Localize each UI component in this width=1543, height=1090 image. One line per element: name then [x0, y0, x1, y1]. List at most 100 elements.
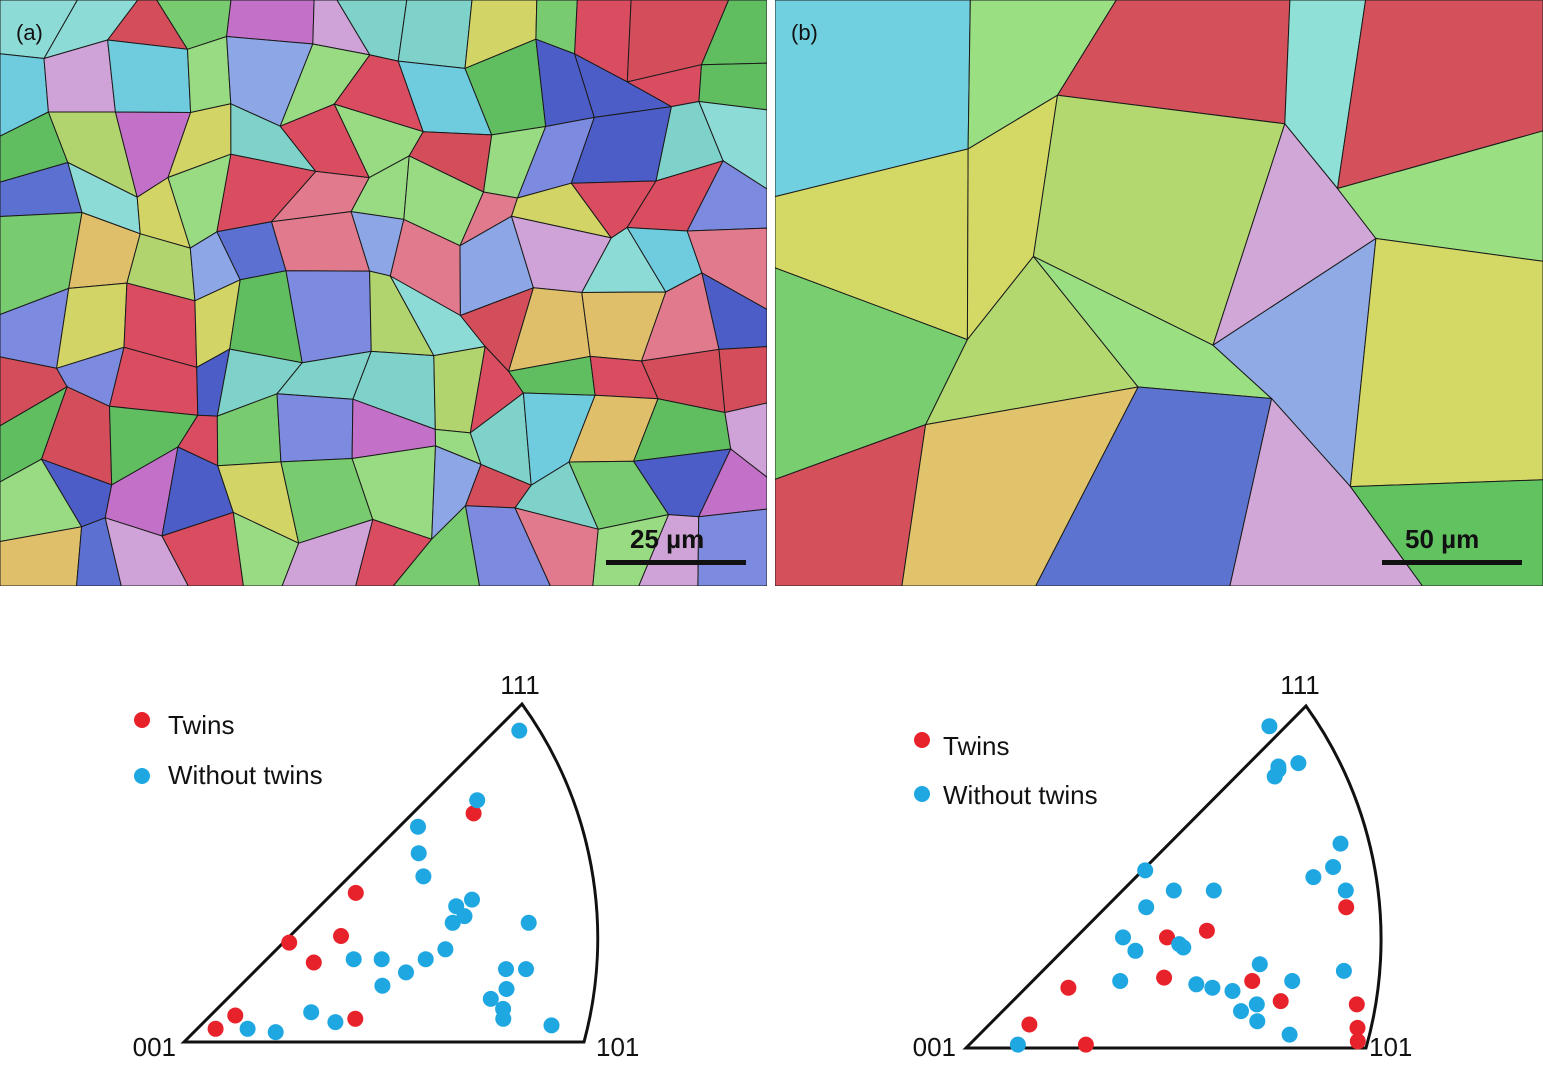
ipf-b-legend: Twins Without twins [914, 731, 1098, 810]
twin-point-7 [1272, 993, 1289, 1010]
grain [355, 518, 433, 586]
no-twin-point-18 [520, 914, 537, 931]
grain [1035, 386, 1273, 586]
twin-point-3 [1156, 969, 1173, 986]
ebsd-map-b: (b) 50 µm [775, 0, 1543, 586]
legend-a-twins-marker [134, 712, 150, 728]
grain [901, 386, 1140, 586]
grain [1349, 237, 1543, 488]
no-twin-point-14 [410, 845, 427, 862]
grain [186, 35, 232, 114]
grain [232, 511, 300, 586]
no-twin-point-2 [1115, 929, 1131, 946]
grain-mosaic-b [775, 0, 1543, 586]
no-twin-point-19 [1335, 962, 1352, 979]
no-twin-point-3 [1127, 942, 1144, 959]
twin-point-4 [333, 928, 349, 944]
no-twin-point-23 [495, 1010, 512, 1027]
ebsd-map-b-svg: (b) 50 µm [775, 0, 1543, 586]
ipf-a-label-101: 101 [596, 1032, 639, 1062]
grain [592, 513, 670, 586]
legend-b-twins-label: Twins [943, 731, 1009, 761]
grain [1349, 479, 1543, 586]
grain [775, 423, 927, 586]
twin-point-0 [1021, 1016, 1038, 1033]
grain [392, 504, 481, 586]
grain [724, 402, 767, 478]
grain [1336, 130, 1543, 262]
no-twin-point-0 [1009, 1036, 1026, 1053]
twin-point-6 [1244, 973, 1261, 989]
grain [161, 511, 244, 586]
grain [1229, 397, 1424, 586]
grain [276, 393, 354, 463]
twin-point-11 [1349, 1033, 1366, 1050]
twin-point-5 [1198, 922, 1215, 939]
no-twin-point-8 [417, 951, 434, 968]
no-twin-point-8 [1175, 939, 1192, 956]
twin-point-8 [1338, 899, 1355, 916]
grain [281, 518, 374, 586]
grain [104, 517, 189, 586]
ipf-b-label-101: 101 [1369, 1032, 1412, 1062]
grain-mosaic-a [0, 0, 767, 586]
twin-point-10 [1349, 1019, 1366, 1036]
panel-label-a: (a) [16, 20, 43, 45]
legend-b-twins-marker [914, 732, 930, 748]
no-twin-point-14 [1233, 1003, 1249, 1020]
twin-point-9 [1348, 996, 1365, 1013]
scale-bar-b [1382, 560, 1522, 565]
scale-bar-a [606, 560, 746, 565]
ipf-a-label-001: 001 [133, 1032, 176, 1062]
no-twin-point-10 [1204, 979, 1221, 996]
panel-label-b: (b) [791, 20, 818, 45]
no-twin-point-24 [518, 961, 534, 978]
legend-b-without-marker [914, 786, 930, 802]
no-twin-point-17 [1251, 956, 1268, 973]
no-twin-point-13 [1248, 996, 1265, 1013]
no-twin-point-1 [267, 1024, 284, 1041]
twin-point-1 [1060, 979, 1077, 996]
no-twin-point-20 [1305, 869, 1322, 886]
ipf-a-label-111: 111 [500, 670, 540, 700]
no-twin-point-6 [373, 951, 390, 968]
no-twin-point-23 [1332, 835, 1349, 852]
no-twin-point-16 [415, 868, 432, 885]
grain [698, 100, 767, 190]
no-twin-point-9 [1188, 976, 1205, 993]
grain [686, 227, 767, 310]
legend-a-without-label: Without twins [168, 760, 323, 790]
ebsd-map-a: (a) 25 µm [0, 0, 767, 586]
no-twin-point-10 [444, 914, 461, 931]
grain [464, 505, 551, 586]
no-twin-point-3 [327, 1014, 344, 1031]
no-twin-point-7 [398, 964, 414, 981]
legend-a-without-marker [134, 768, 150, 784]
no-twin-point-20 [498, 981, 515, 997]
legend-a-twins-label: Twins [168, 710, 234, 740]
grain [75, 517, 122, 586]
no-twin-point-22 [482, 990, 499, 1007]
inverse-pole-figure-a: 001 101 111 Twins Without twins [0, 600, 772, 1085]
no-twin-point-26 [1290, 755, 1307, 772]
no-twin-point-1 [1112, 973, 1129, 989]
grain [697, 508, 767, 586]
twin-point-6 [347, 1010, 364, 1027]
ipf-a-points [207, 722, 560, 1041]
no-twin-point-5 [374, 977, 391, 994]
ipf-a-svg: 001 101 111 Twins Without twins [133, 670, 640, 1062]
grain [700, 0, 767, 66]
no-twin-point-12 [456, 908, 473, 925]
no-twin-point-11 [1205, 882, 1222, 899]
legend-b-without-label: Without twins [943, 780, 1098, 810]
grain [1336, 0, 1543, 190]
no-twin-point-19 [498, 961, 514, 978]
no-twin-point-27 [1270, 761, 1287, 778]
grain [686, 160, 767, 232]
no-twin-point-22 [1337, 882, 1354, 899]
grain [698, 62, 767, 111]
twin-point-3 [305, 954, 322, 971]
grain [701, 271, 767, 350]
ipf-b-svg: 001 101 111 Twins Without twins [913, 670, 1413, 1062]
ebsd-map-a-svg: (a) 25 µm [0, 0, 767, 586]
